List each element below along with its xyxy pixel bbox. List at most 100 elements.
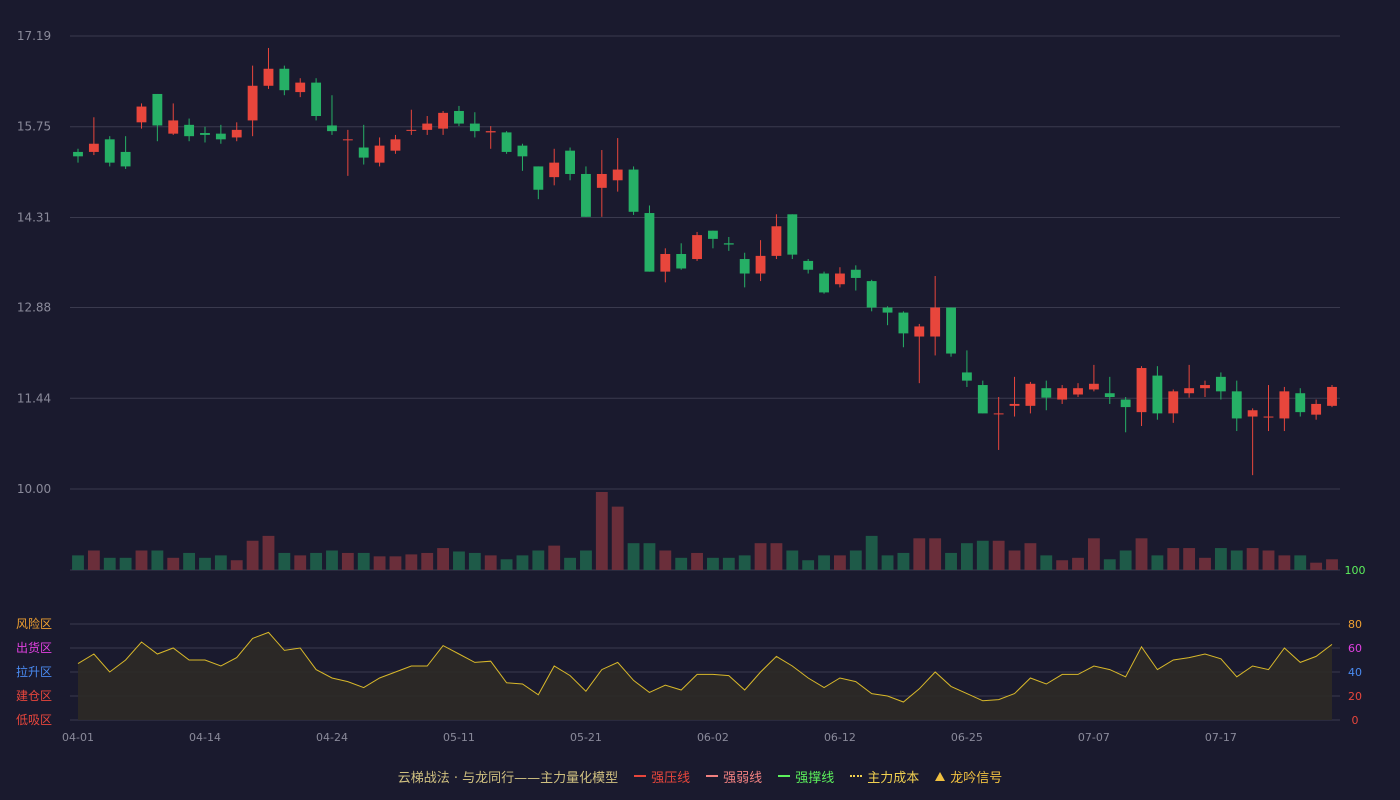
candle-body [231,129,242,138]
candle-body [612,169,623,181]
volume-bar [1151,555,1164,570]
volume-bar [1262,550,1275,570]
candle-body [311,82,322,117]
volume-bar [1119,550,1132,570]
zone-label: 出货区 [16,640,52,655]
volume-bar [373,556,386,570]
candle-body [215,133,226,140]
candle-body [1327,386,1337,406]
candle-body [1088,383,1099,390]
candle-body [1057,388,1068,400]
legend-item[interactable]: 强弱线 [706,767,762,786]
volume-bar [786,550,799,570]
legend-swatch [850,775,863,777]
candle-body [1152,375,1163,414]
volume-bar [1230,550,1243,570]
volume-bar [548,545,561,570]
legend-item[interactable]: 主力成本 [850,767,919,786]
candle-body [1231,391,1242,419]
price-tick-label: 11.44 [17,391,51,405]
x-tick-label: 06-25 [951,731,983,744]
volume-bar [167,557,180,570]
volume-bar [881,555,894,570]
candle-body [184,124,195,137]
volume-bar [707,557,719,570]
candle-body [1025,383,1036,406]
candle-body [596,173,607,188]
candle-body [200,133,210,135]
candle-body [1200,385,1210,389]
legend-swatch [778,775,791,777]
legend-swatch [634,775,647,777]
volume-bar [1167,548,1180,570]
x-tick-label: 05-21 [570,731,602,744]
candle-body [708,230,718,239]
candle-body [485,131,496,133]
candle-body [1295,393,1306,413]
candle-body [533,166,544,190]
legend-item[interactable]: 强压线 [634,767,690,786]
candle-body [549,162,560,178]
candle-body [517,145,528,157]
volume-bar [611,506,624,570]
candle-body [136,106,147,123]
volume-bar [770,543,783,570]
candle-body [866,281,877,308]
candle-body [914,326,925,337]
legend-item[interactable]: 强撑线 [778,767,834,786]
osc-right-tick-label: 40 [1348,666,1362,679]
candle-body [279,68,290,91]
volume-bar [500,559,513,570]
candle-body [819,273,829,293]
candle-body [787,214,798,255]
x-tick-label: 06-02 [697,731,729,744]
candle-body [882,307,893,313]
legend-label: 强压线 [651,770,691,786]
volume-bar [897,552,910,570]
volume-bar [580,550,592,570]
candle-body [247,85,258,121]
candle-body [168,120,179,134]
osc-right-tick-label: 100 [1345,564,1366,577]
volume-bar [151,550,164,570]
price-tick-label: 12.88 [17,301,51,315]
candle-body [644,213,655,272]
chart-canvas: 17.19 15.75 14.31 12.88 11.44 10.00 100 80 60 40 2… [16,29,1366,744]
candle-body [930,307,941,337]
volume-bar [1294,555,1307,570]
volume-bar [199,557,211,570]
volume-bar [262,535,275,570]
volume-bar [722,557,735,570]
candle-body [469,123,480,132]
volume-bar [929,538,942,570]
candle-body [723,243,734,245]
volume-bar [532,550,545,570]
x-tick-label: 07-07 [1078,731,1110,744]
candle-body [327,125,337,132]
volume-bar [421,552,434,570]
volume-bar [1199,557,1211,570]
volume-bar [341,552,354,570]
legend-label: 龙吟信号 [950,770,1003,786]
price-tick-label: 17.19 [17,29,51,43]
volume-bar [405,554,418,570]
volume-bar [357,552,370,570]
candle-body [1120,399,1131,408]
volume-bar [310,552,323,570]
volume-bar [1278,555,1291,570]
volume-bar [516,555,529,570]
zone-label: 低吸区 [16,713,52,727]
volume-bar [564,557,576,570]
volume-bar [135,550,148,570]
volume-bar [1326,559,1338,570]
candle-body [1168,391,1179,414]
legend-item[interactable]: 龙吟信号 [935,767,1002,786]
volume-bar [246,540,259,570]
volume-bar [675,557,688,570]
volume-bar [643,543,656,570]
candle-body [1184,388,1195,394]
osc-right-tick-label: 0 [1352,714,1359,727]
volume-bar [945,552,957,570]
candle-body [803,260,814,270]
